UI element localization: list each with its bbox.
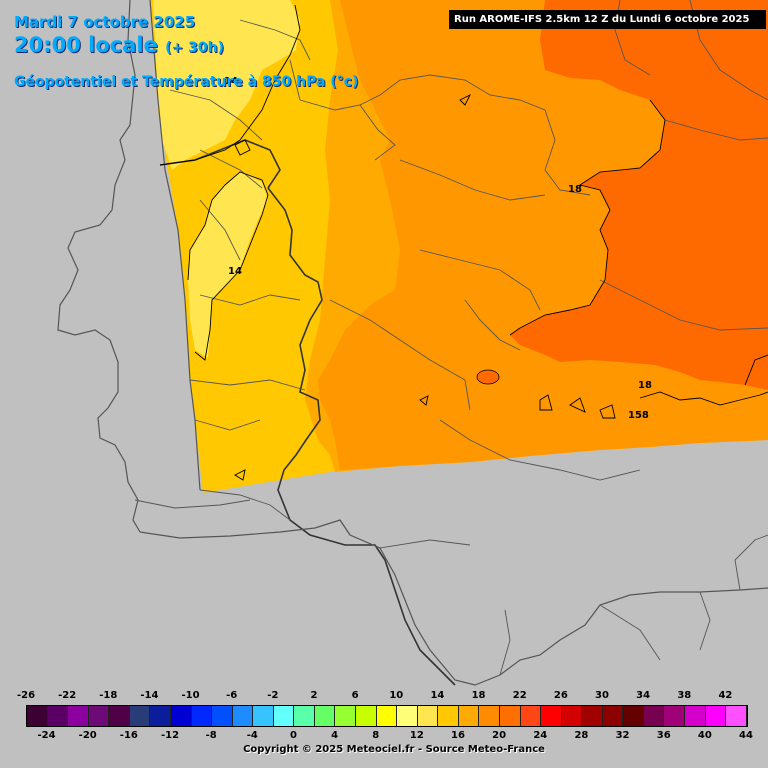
legend-bottom-label: 40 — [697, 730, 712, 741]
legend-top-label: 6 — [351, 690, 359, 701]
legend-swatch — [68, 706, 89, 726]
legend-bottom-label: -12 — [160, 730, 180, 741]
legend-swatch — [27, 706, 48, 726]
legend-swatch — [705, 706, 727, 726]
legend-swatch — [129, 706, 151, 726]
legend-swatch — [438, 706, 459, 726]
legend-bottom-label: -24 — [37, 730, 56, 741]
legend-bottom-label: 24 — [533, 730, 548, 741]
forecast-time: 20:00 locale (+ 30h) — [14, 33, 224, 57]
legend-top-label: -26 — [16, 690, 36, 701]
legend-swatch — [232, 706, 254, 726]
regional-borders — [134, 0, 768, 676]
legend-swatch — [294, 706, 315, 726]
legend-top-label: 30 — [595, 690, 609, 701]
coastline-south — [139, 519, 768, 686]
coastline-atlantic — [149, 0, 201, 491]
legend-swatch — [479, 706, 500, 726]
legend-top-label: 14 — [430, 690, 445, 701]
field-22-24 — [510, 0, 768, 390]
contour-label-14-north: 14 — [224, 76, 238, 87]
run-info-banner: Run AROME-IFS 2.5km 12 Z du Lundi 6 octo… — [449, 10, 766, 29]
legend-top-label: -18 — [99, 690, 118, 701]
contour-label-18-east: 18 — [568, 184, 582, 195]
legend-swatch — [253, 706, 274, 726]
legend-swatch — [417, 706, 439, 726]
legend-swatch — [47, 706, 69, 726]
legend-bottom-label: 0 — [289, 730, 297, 741]
legend-swatch — [212, 706, 233, 726]
legend-top-label: -22 — [58, 690, 77, 701]
legend-swatch — [314, 706, 336, 726]
legend-bottom-label: 8 — [372, 730, 380, 741]
legend-top-label: 34 — [636, 690, 651, 701]
legend-swatch — [664, 706, 685, 726]
forecast-offset: (+ 30h) — [165, 40, 225, 56]
legend-bottom-label: -16 — [119, 730, 138, 741]
legend-swatch — [109, 706, 130, 726]
legend-top-label: 38 — [677, 690, 692, 701]
legend-swatch — [541, 706, 562, 726]
legend-bottom-label: -8 — [205, 730, 217, 741]
legend-swatch — [273, 706, 295, 726]
legend-top-label: 22 — [512, 690, 527, 701]
legend-swatch — [726, 706, 747, 726]
legend-swatch — [561, 706, 583, 726]
isotherm-contours — [159, 4, 768, 481]
legend-bottom-label: -4 — [246, 730, 258, 741]
copyright-notice: Copyright © 2025 Meteociel.fr - Source M… — [243, 744, 545, 755]
legend-swatch — [397, 706, 418, 726]
legend-bottom-label: 36 — [656, 730, 671, 741]
legend-swatch — [191, 706, 213, 726]
contour-label-14-south: 14 — [228, 266, 242, 277]
parameter-title: Géopotentiel et Température à 850 hPa (°… — [14, 74, 359, 90]
legend-color-scale — [26, 705, 748, 727]
legend-top-label: -10 — [181, 690, 200, 701]
legend-top-label: 26 — [553, 690, 568, 701]
forecast-date: Mardi 7 octobre 2025 — [14, 13, 196, 31]
legend-swatch — [643, 706, 665, 726]
legend-top-label: 42 — [718, 690, 733, 701]
legend-bottom-label: -20 — [78, 730, 97, 741]
geopotential-label-158: 158 — [628, 410, 649, 421]
legend-bottom-label: 12 — [409, 730, 424, 741]
legend-bottom-label: 20 — [492, 730, 507, 741]
field-14-16 — [153, 0, 300, 170]
country-border — [267, 187, 456, 686]
legend-top-label: 2 — [310, 690, 318, 701]
field-14-16-south — [188, 172, 268, 358]
legend-swatch — [458, 706, 480, 726]
legend-swatch — [376, 706, 398, 726]
legend-bottom-label: 44 — [739, 730, 753, 741]
legend-top-label: -6 — [226, 690, 238, 701]
legend-bottom-label: 32 — [615, 730, 630, 741]
legend-top-label: 10 — [389, 690, 404, 701]
legend-swatch — [150, 706, 171, 726]
legend-swatch — [499, 706, 521, 726]
legend-swatch — [88, 706, 110, 726]
legend-swatch — [685, 706, 706, 726]
legend-bottom-label: 4 — [331, 730, 339, 741]
field-22-24-blob — [476, 369, 500, 385]
forecast-time-text: 20:00 locale — [14, 33, 158, 57]
contour-label-18-south: 18 — [638, 380, 652, 391]
legend-swatch — [170, 706, 192, 726]
legend-swatch — [520, 706, 542, 726]
legend-swatch — [356, 706, 377, 726]
legend-swatch — [335, 706, 356, 726]
coastline-west — [57, 0, 141, 533]
legend-bottom-label: 16 — [451, 730, 465, 741]
legend-swatch — [623, 706, 644, 726]
legend-top-label: -2 — [267, 690, 279, 701]
legend-top-label: -14 — [140, 690, 159, 701]
legend-swatch — [602, 706, 624, 726]
legend-bottom-label: 28 — [574, 730, 589, 741]
legend-swatch — [582, 706, 603, 726]
legend-top-label: 18 — [471, 690, 486, 701]
